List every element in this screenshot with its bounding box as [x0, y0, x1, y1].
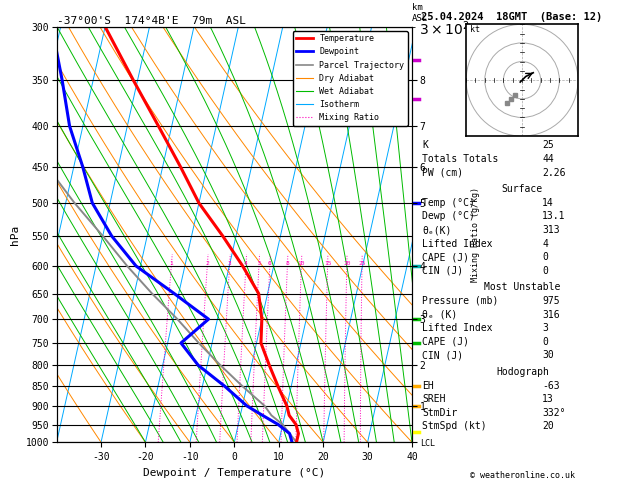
- Text: 13: 13: [542, 394, 554, 404]
- Text: PW (cm): PW (cm): [422, 168, 463, 178]
- Text: Mixing Ratio (g/kg): Mixing Ratio (g/kg): [472, 187, 481, 282]
- Text: θₑ (K): θₑ (K): [422, 310, 457, 320]
- Text: kt: kt: [470, 25, 480, 34]
- Legend: Temperature, Dewpoint, Parcel Trajectory, Dry Adiabat, Wet Adiabat, Isotherm, Mi: Temperature, Dewpoint, Parcel Trajectory…: [293, 31, 408, 125]
- Text: 313: 313: [542, 225, 560, 235]
- Text: 0: 0: [542, 266, 548, 276]
- Text: Dewp (°C): Dewp (°C): [422, 211, 475, 222]
- Text: CIN (J): CIN (J): [422, 350, 463, 361]
- Text: 2: 2: [206, 261, 209, 266]
- Text: km
ASL: km ASL: [412, 3, 428, 22]
- Text: Most Unstable: Most Unstable: [484, 282, 560, 293]
- Text: 975: 975: [542, 296, 560, 306]
- Text: -37°00'S  174°4B'E  79m  ASL: -37°00'S 174°4B'E 79m ASL: [57, 16, 245, 26]
- Text: 14: 14: [542, 198, 554, 208]
- Text: 25: 25: [542, 140, 554, 151]
- Text: CIN (J): CIN (J): [422, 266, 463, 276]
- Text: 4: 4: [244, 261, 248, 266]
- Text: 8: 8: [286, 261, 289, 266]
- Text: 30: 30: [542, 350, 554, 361]
- Text: Hodograph: Hodograph: [496, 367, 549, 377]
- Text: Pressure (mb): Pressure (mb): [422, 296, 498, 306]
- Text: 3: 3: [228, 261, 231, 266]
- Text: StmSpd (kt): StmSpd (kt): [422, 421, 487, 432]
- Text: 1: 1: [169, 261, 173, 266]
- Text: 15: 15: [324, 261, 331, 266]
- Text: 316: 316: [542, 310, 560, 320]
- Text: 44: 44: [542, 154, 554, 164]
- Text: -63: -63: [542, 381, 560, 391]
- Text: 0: 0: [542, 337, 548, 347]
- Text: © weatheronline.co.uk: © weatheronline.co.uk: [470, 471, 574, 480]
- Text: 20: 20: [542, 421, 554, 432]
- Text: StmDir: StmDir: [422, 408, 457, 418]
- Text: 4: 4: [542, 239, 548, 249]
- Text: 20: 20: [343, 261, 350, 266]
- Text: CAPE (J): CAPE (J): [422, 252, 469, 262]
- Text: 3: 3: [542, 323, 548, 333]
- Text: Totals Totals: Totals Totals: [422, 154, 498, 164]
- Text: 25: 25: [359, 261, 365, 266]
- Text: Temp (°C): Temp (°C): [422, 198, 475, 208]
- Text: CAPE (J): CAPE (J): [422, 337, 469, 347]
- Text: 13.1: 13.1: [542, 211, 565, 222]
- Text: 5: 5: [257, 261, 261, 266]
- Text: 6: 6: [268, 261, 272, 266]
- Text: K: K: [422, 140, 428, 151]
- Text: 332°: 332°: [542, 408, 565, 418]
- Text: 0: 0: [542, 252, 548, 262]
- Text: SREH: SREH: [422, 394, 445, 404]
- Text: 10: 10: [298, 261, 305, 266]
- Text: 25.04.2024  18GMT  (Base: 12): 25.04.2024 18GMT (Base: 12): [421, 12, 603, 22]
- Text: EH: EH: [422, 381, 434, 391]
- Text: Lifted Index: Lifted Index: [422, 239, 493, 249]
- Y-axis label: hPa: hPa: [10, 225, 20, 244]
- X-axis label: Dewpoint / Temperature (°C): Dewpoint / Temperature (°C): [143, 468, 325, 478]
- Text: θₑ(K): θₑ(K): [422, 225, 452, 235]
- Text: Surface: Surface: [502, 184, 543, 194]
- Text: 2.26: 2.26: [542, 168, 565, 178]
- Text: Lifted Index: Lifted Index: [422, 323, 493, 333]
